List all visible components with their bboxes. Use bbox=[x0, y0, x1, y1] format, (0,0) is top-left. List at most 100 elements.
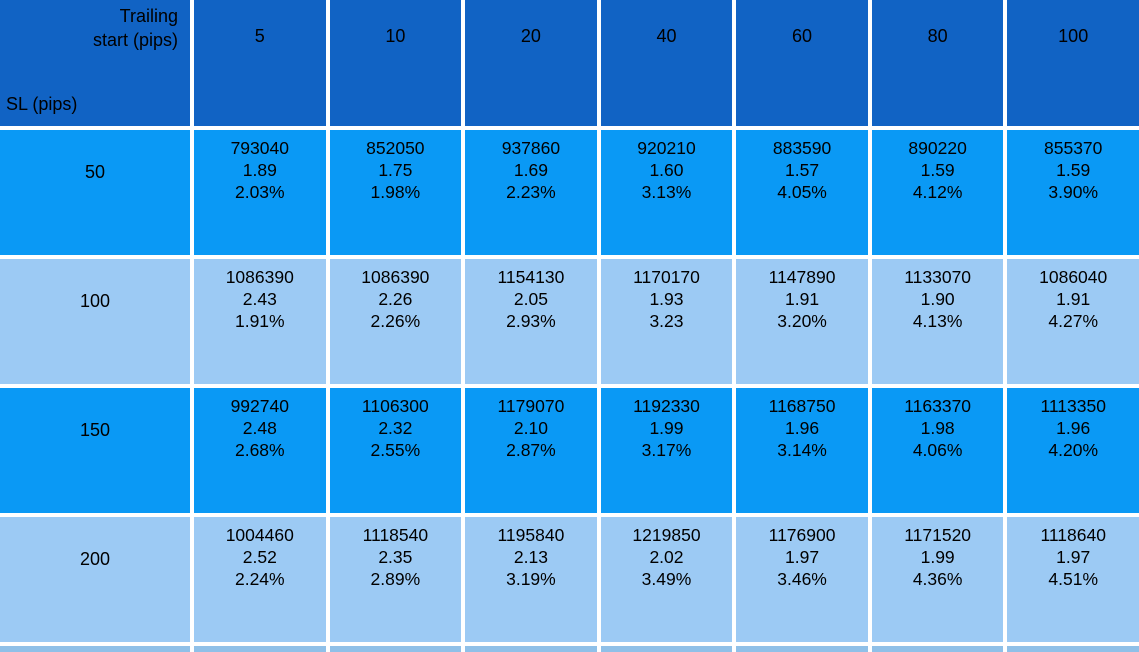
cell-line: 2.10 bbox=[513, 418, 548, 438]
cell-line: 1.96 bbox=[1056, 418, 1091, 438]
row-header-cell: 50 bbox=[0, 130, 190, 255]
cell-line: 2.23% bbox=[506, 182, 556, 202]
bottom-edge-strip bbox=[329, 646, 462, 652]
cell-line: 4.20% bbox=[1048, 440, 1099, 460]
cell-line: 2.52 bbox=[242, 547, 277, 567]
cell-line: 1004460 bbox=[225, 525, 294, 545]
cell-line: 1.60 bbox=[649, 160, 684, 180]
cell-line: 1.91 bbox=[1056, 289, 1091, 309]
cell-line: 883590 bbox=[772, 138, 832, 158]
cell-line: 1163370 bbox=[904, 396, 972, 416]
bottom-edge-strip bbox=[465, 646, 597, 652]
cell-line: 1192330 bbox=[633, 396, 700, 416]
bottom-edge-strip bbox=[0, 646, 190, 652]
bottom-edge-strip bbox=[194, 646, 326, 652]
table-cell: 883590 1.57 4.05% bbox=[736, 130, 868, 255]
cell-line: 793040 bbox=[230, 138, 289, 158]
cell-line: 2.48 bbox=[242, 418, 277, 438]
table-cell: 1176900 1.97 3.46% bbox=[736, 517, 868, 642]
cell-line: 937860 bbox=[501, 138, 561, 158]
cell-line: 3.46% bbox=[777, 569, 827, 589]
table-cell: 1168750 1.96 3.14% bbox=[736, 388, 868, 513]
table-cell: 1118640 1.97 4.51% bbox=[1007, 517, 1139, 642]
cell-line: 1086040 bbox=[1039, 267, 1108, 287]
column-header-cell: 5 bbox=[194, 0, 326, 126]
table-cell: 937860 1.69 2.23% bbox=[465, 130, 597, 255]
cell-line: 1118640 bbox=[1040, 525, 1106, 545]
cell-line: 1113350 bbox=[1040, 396, 1106, 416]
cell-line: 2.93% bbox=[506, 311, 556, 331]
cell-line: 1168750 bbox=[768, 396, 836, 416]
bottom-edge-strip bbox=[1007, 646, 1139, 652]
table-cell: 793040 1.89 2.03% bbox=[194, 130, 326, 255]
column-header-cell: 60 bbox=[736, 0, 868, 126]
cell-line: 2.35 bbox=[378, 547, 413, 567]
cell-line: 3.23 bbox=[649, 311, 684, 331]
cell-line: 2.26% bbox=[370, 311, 421, 331]
cell-line: 1.98 bbox=[920, 418, 955, 438]
table-cell: 1113350 1.96 4.20% bbox=[1007, 388, 1139, 513]
table-cell: 1171520 1.99 4.36% bbox=[871, 517, 1004, 642]
column-header-cell: 80 bbox=[871, 0, 1004, 126]
cell-line: 1179070 bbox=[497, 396, 565, 416]
column-header-cell: 20 bbox=[465, 0, 597, 126]
cell-line: 1.98% bbox=[370, 182, 421, 202]
table-cell: 890220 1.59 4.12% bbox=[871, 130, 1004, 255]
column-header-cell: 40 bbox=[600, 0, 733, 126]
corner-top-label-line2: start (pips) bbox=[92, 30, 178, 50]
cell-line: 1106300 bbox=[361, 396, 429, 416]
cell-line: 1.97 bbox=[1056, 547, 1091, 567]
cell-line: 1154130 bbox=[497, 267, 565, 287]
cell-line: 3.90% bbox=[1048, 182, 1099, 202]
table-cell: 1154130 2.05 2.93% bbox=[465, 259, 597, 384]
table-cell: 852050 1.75 1.98% bbox=[329, 130, 462, 255]
cell-line: 1086390 bbox=[225, 267, 294, 287]
cell-line: 2.13 bbox=[513, 547, 548, 567]
table-cell: 855370 1.59 3.90% bbox=[1007, 130, 1139, 255]
table-cell: 1004460 2.52 2.24% bbox=[194, 517, 326, 642]
cell-line: 1.89 bbox=[242, 160, 277, 180]
cell-line: 3.14% bbox=[777, 440, 827, 460]
cell-line: 1170170 bbox=[633, 267, 700, 287]
table-cell: 1118540 2.35 2.89% bbox=[329, 517, 462, 642]
column-header-cell: 100 bbox=[1007, 0, 1139, 126]
cell-line: 1118540 bbox=[362, 525, 429, 545]
table-cell: 1163370 1.98 4.06% bbox=[871, 388, 1004, 513]
cell-line: 3.17% bbox=[641, 440, 692, 460]
cell-line: 852050 bbox=[366, 138, 425, 158]
cell-line: 2.05 bbox=[513, 289, 548, 309]
table-cell: 920210 1.60 3.13% bbox=[600, 130, 733, 255]
cell-line: 4.06% bbox=[912, 440, 963, 460]
cell-line: 1.75 bbox=[378, 160, 413, 180]
cell-line: 4.27% bbox=[1048, 311, 1099, 331]
table-cell: 1086040 1.91 4.27% bbox=[1007, 259, 1139, 384]
cell-line: 2.68% bbox=[234, 440, 285, 460]
cell-line: 855370 bbox=[1044, 138, 1103, 158]
bottom-edge-strip bbox=[736, 646, 868, 652]
cell-line: 1086390 bbox=[361, 267, 430, 287]
cell-line: 1195840 bbox=[497, 525, 565, 545]
bottom-edge-strip bbox=[600, 646, 733, 652]
cell-line: 4.51% bbox=[1048, 569, 1099, 589]
cell-line: 1.57 bbox=[785, 160, 820, 180]
cell-line: 3.13% bbox=[641, 182, 692, 202]
cell-line: 3.20% bbox=[777, 311, 827, 331]
cell-line: 890220 bbox=[908, 138, 967, 158]
cell-line: 1.99 bbox=[649, 418, 684, 438]
corner-top-label-line1: Trailing bbox=[119, 6, 178, 26]
cell-line: 3.19% bbox=[506, 569, 556, 589]
cell-line: 992740 bbox=[230, 396, 289, 416]
cell-line: 4.36% bbox=[912, 569, 963, 589]
table-cell: 1106300 2.32 2.55% bbox=[329, 388, 462, 513]
cell-line: 2.89% bbox=[370, 569, 421, 589]
table-cell: 1179070 2.10 2.87% bbox=[465, 388, 597, 513]
bottom-edge-strip bbox=[871, 646, 1004, 652]
cell-line: 1.93 bbox=[649, 289, 684, 309]
cell-line: 1.99 bbox=[920, 547, 955, 567]
row-header-cell: 100 bbox=[0, 259, 190, 384]
cell-line: 3.49% bbox=[641, 569, 692, 589]
cell-line: 1219850 bbox=[632, 525, 701, 545]
row-header-cell: 150 bbox=[0, 388, 190, 513]
table-cell: 1170170 1.93 3.23 bbox=[600, 259, 733, 384]
